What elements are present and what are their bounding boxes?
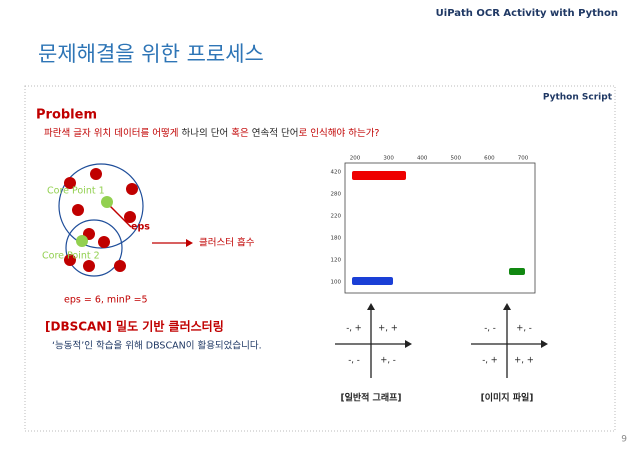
- arrow-head: [405, 340, 412, 348]
- eps-circle: [58, 163, 144, 249]
- quadrant-sign: -, -: [484, 324, 496, 334]
- core-label: Core Point 1: [47, 186, 105, 197]
- eps-line: [106, 202, 132, 228]
- scatter-screenshot: 200 300 400 500 600 700 420 280 220 180 120 100: [331, 156, 536, 294]
- question-part: 파란색 글자 위치 데이터를 어떻게: [44, 127, 181, 139]
- y-tick-label: 100: [331, 280, 342, 286]
- quadrant-label: [이미지 파일]: [481, 392, 534, 404]
- params: eps = 6, minP =5: [64, 295, 148, 306]
- header-subtitle: UiPath OCR Activity with Python: [436, 8, 618, 19]
- y-tick-label: 120: [331, 258, 342, 264]
- question-part: 연속적 단어: [252, 127, 299, 139]
- quadrant-label: [일반적 그래프]: [340, 392, 401, 404]
- dbscan-note: ‘능동적’인 학습을 위해 DBSCAN이 활용되었습니다.: [52, 340, 262, 352]
- dbscan-heading: [DBSCAN] 밀도 기반 클러스터링: [45, 319, 224, 334]
- arrow-head: [503, 303, 511, 310]
- y-tick-label: 280: [331, 192, 342, 198]
- question-part: 혹은: [228, 127, 252, 139]
- x-tick-label: 600: [484, 156, 495, 162]
- content-frame: [24, 85, 616, 432]
- quadrant-sign: +, -: [516, 324, 532, 334]
- question-part: 로 인식해야 하는가?: [298, 127, 379, 139]
- quadrant-sign: -, -: [348, 356, 360, 366]
- tag: Python Script: [543, 93, 613, 103]
- eps-circle: [65, 219, 123, 277]
- quadrant-sign: +, +: [378, 324, 398, 334]
- question: 파란색 글자 위치 데이터를 어떻게 하나의 단어 혹은 연속적 단어로 인식해…: [44, 127, 379, 139]
- points: [64, 168, 138, 272]
- cluster: [352, 277, 393, 285]
- question-part: 하나의 단어: [181, 127, 228, 139]
- cluster: [352, 171, 406, 180]
- problem-heading: Problem: [36, 108, 97, 123]
- core-point: [76, 235, 88, 247]
- x-tick-label: 400: [417, 156, 428, 162]
- arrow-head: [541, 340, 548, 348]
- quadrant-sign: +, -: [380, 356, 396, 366]
- y-tick-label: 180: [331, 236, 342, 242]
- core-point: [101, 196, 113, 208]
- eps-label: eps: [131, 222, 150, 233]
- absorb-label: 클러스터 흡수: [199, 237, 255, 249]
- x-tick-label: 300: [383, 156, 394, 162]
- quadrant-sign: -, +: [482, 356, 498, 366]
- x-tick-label: 700: [518, 156, 529, 162]
- core-label: Core Point 2: [42, 251, 100, 262]
- x-tick-label: 200: [350, 156, 361, 162]
- quadrant-sign: -, +: [346, 324, 362, 334]
- dbscan-illustration: Core Point 1 Core Point 2 eps 클러스터 흡수 ep…: [42, 163, 255, 306]
- plot-frame: [344, 162, 536, 294]
- arrow-head: [367, 303, 375, 310]
- x-tick-label: 500: [451, 156, 462, 162]
- arrow-head: [186, 239, 193, 247]
- quadrants: -, + +, + -, - +, - [일반적 그래프] -, - +, - -, + +, …: [335, 303, 548, 404]
- slide-title: 문제해결을 위한 프로세스: [38, 42, 264, 66]
- quadrant-sign: +, +: [514, 356, 534, 366]
- page-number: 9: [621, 435, 627, 445]
- cluster: [509, 268, 525, 275]
- y-tick-label: 420: [331, 170, 342, 176]
- y-tick-label: 220: [331, 214, 342, 220]
